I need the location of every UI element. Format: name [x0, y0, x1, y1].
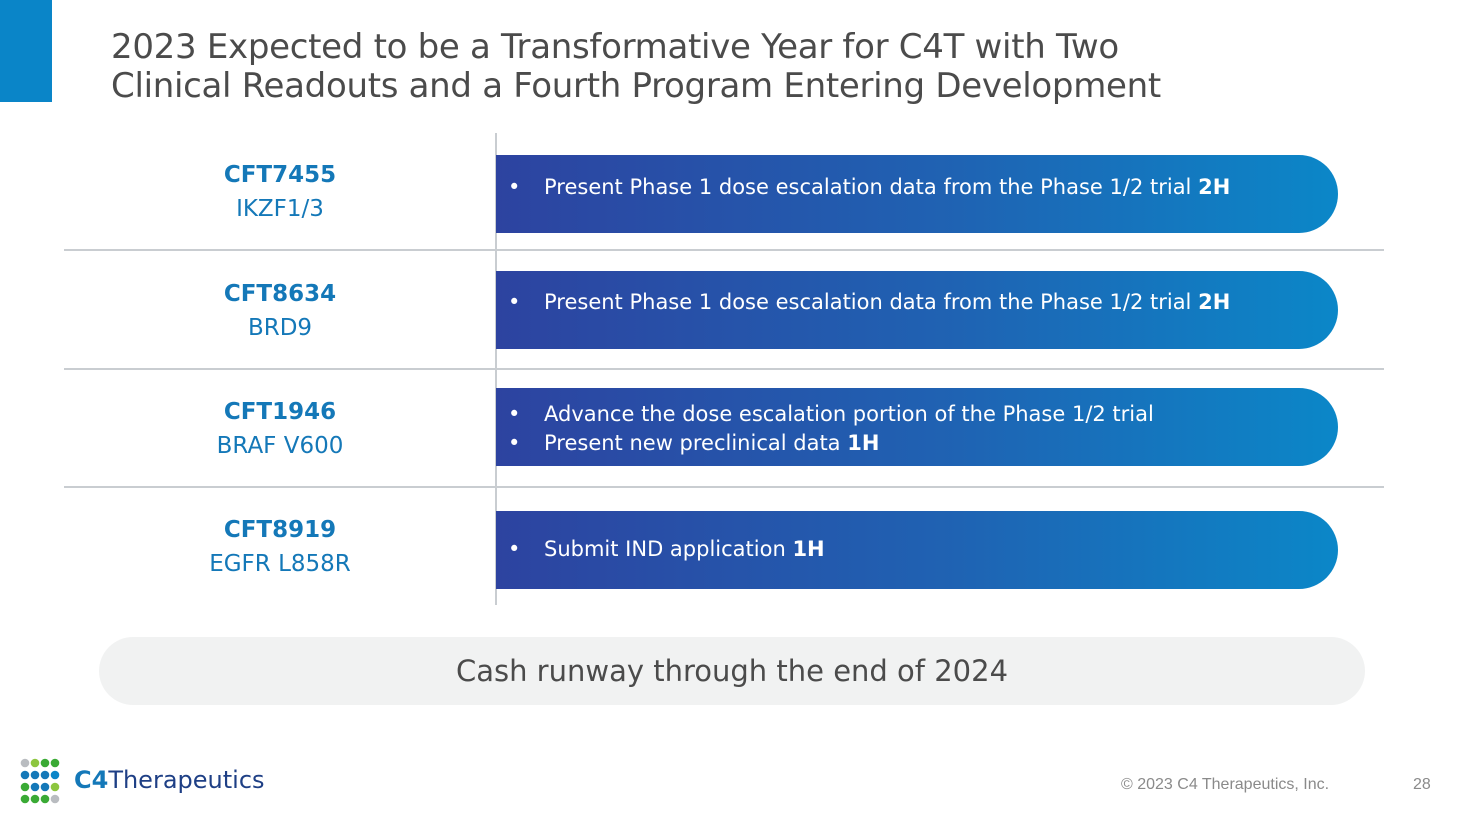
milestone-timing: 1H — [792, 537, 825, 561]
milestone-bullet: • Present Phase 1 dose escalation data f… — [508, 288, 1230, 317]
program-code: CFT7455 — [223, 162, 337, 188]
program-target: BRD9 — [247, 315, 313, 341]
program-code: CFT8919 — [223, 517, 337, 543]
milestone-text: Present new preclinical data — [544, 431, 848, 455]
bullet-icon: • — [508, 175, 521, 199]
logo-dots-icon — [20, 758, 60, 804]
title-accent-bar — [0, 0, 52, 102]
logo-name: Therapeutics — [108, 766, 265, 794]
milestone-bullet: • Submit IND application 1H — [508, 535, 825, 564]
milestone-bullet: • Advance the dose escalation portion of… — [508, 400, 1154, 429]
milestone-text: Present Phase 1 dose escalation data fro… — [544, 175, 1199, 199]
bullet-icon: • — [508, 290, 521, 314]
milestone-text: Submit IND application — [544, 537, 793, 561]
program-code: CFT8634 — [223, 281, 337, 307]
milestone-banner-cft7455: • Present Phase 1 dose escalation data f… — [496, 155, 1338, 233]
milestone-text: Advance the dose escalation portion of t… — [544, 402, 1154, 426]
milestone-bullet: • Present new preclinical data 1H — [508, 429, 1154, 458]
page-title: 2023 Expected to be a Transformative Yea… — [111, 28, 1411, 106]
logo-c4: C4 — [74, 766, 109, 794]
bullet-icon: • — [508, 537, 521, 561]
logo-wordmark: C4Therapeutics — [74, 766, 265, 794]
page-title-line-2: Clinical Readouts and a Fourth Program E… — [111, 66, 1161, 106]
program-label-cft8919: CFT8919 EGFR L858R — [130, 513, 430, 581]
program-code: CFT1946 — [223, 399, 337, 425]
milestone-timing: 1H — [847, 431, 880, 455]
program-target: BRAF V600 — [216, 433, 344, 459]
page-number: 28 — [1413, 776, 1431, 793]
milestone-timing: 2H — [1198, 290, 1231, 314]
bullet-icon: • — [508, 402, 521, 426]
milestone-timing: 2H — [1198, 175, 1231, 199]
program-label-cft1946: CFT1946 BRAF V600 — [130, 395, 430, 463]
milestone-banner-cft8919: • Submit IND application 1H — [496, 511, 1338, 589]
milestone-bullet: • Present Phase 1 dose escalation data f… — [508, 173, 1230, 202]
program-target: IKZF1/3 — [236, 196, 324, 222]
row-divider — [64, 486, 1384, 488]
program-label-cft7455: CFT7455 IKZF1/3 — [130, 158, 430, 226]
row-divider — [64, 249, 1384, 251]
cash-runway-banner: Cash runway through the end of 2024 — [99, 637, 1365, 705]
milestone-banner-cft1946: • Advance the dose escalation portion of… — [496, 388, 1338, 466]
row-divider — [64, 368, 1384, 370]
program-label-cft8634: CFT8634 BRD9 — [130, 277, 430, 345]
milestone-banner-cft8634: • Present Phase 1 dose escalation data f… — [496, 271, 1338, 349]
program-target: EGFR L858R — [209, 551, 351, 577]
bullet-icon: • — [508, 431, 521, 455]
copyright-text: © 2023 C4 Therapeutics, Inc. — [1121, 776, 1330, 793]
milestone-text: Present Phase 1 dose escalation data fro… — [544, 290, 1199, 314]
page-title-line-1: 2023 Expected to be a Transformative Yea… — [111, 27, 1119, 67]
